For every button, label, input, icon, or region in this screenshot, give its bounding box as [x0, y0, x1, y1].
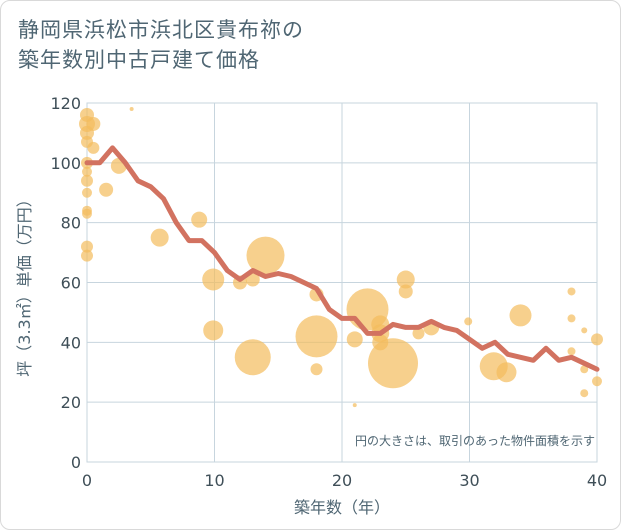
bubble-point	[86, 116, 101, 131]
bubble-point	[412, 327, 425, 340]
bubble-point	[87, 141, 100, 154]
x-tick-label: 30	[459, 471, 479, 490]
bubble-point	[592, 376, 602, 387]
bubble-point	[82, 166, 92, 177]
bubble-point	[81, 174, 93, 187]
y-tick-label: 80	[61, 214, 81, 233]
bubble-point	[129, 106, 134, 111]
bubble-point	[591, 333, 603, 346]
bubble-point	[191, 211, 208, 228]
bubble-point	[295, 315, 338, 358]
line-layer	[84, 145, 600, 372]
x-axis-label: 築年数（年）	[294, 498, 390, 517]
bubble-point	[567, 287, 576, 296]
y-tick-label: 120	[50, 94, 81, 113]
bubble-point	[464, 317, 473, 326]
bubble-point	[82, 187, 92, 198]
grid-lines	[86, 102, 598, 463]
bubble-point	[567, 314, 576, 323]
chart-title: 静岡県浜松市浜北区貴布祢の 築年数別中古戸建て価格	[18, 15, 304, 75]
bubble-point	[346, 331, 363, 348]
bubble-point	[496, 362, 517, 383]
x-tick-labels: 0 10 20 30 40	[82, 471, 607, 490]
x-tick-label: 0	[82, 471, 92, 490]
bubble-point	[567, 347, 576, 356]
bubble-layer	[79, 106, 603, 408]
bubble-point	[352, 403, 357, 408]
x-tick-label: 40	[587, 471, 607, 490]
average-price-line	[84, 145, 600, 372]
bubble-point	[581, 327, 588, 334]
y-tick-label: 40	[61, 333, 81, 352]
bubble-point	[246, 236, 285, 275]
bubble-point	[82, 208, 92, 219]
bubble-point	[99, 182, 114, 197]
y-tick-label: 60	[61, 274, 81, 293]
bubble-point	[150, 228, 169, 247]
bubble-point	[368, 338, 418, 389]
chart-title-line-1: 静岡県浜松市浜北区貴布祢の	[18, 18, 304, 42]
y-axis-label: 坪（3.3㎡）単価（万円）	[15, 191, 34, 376]
size-note: 円の大きさは、取引のあった物件面積を示す	[355, 433, 595, 448]
bubble-point	[580, 389, 589, 398]
bubble-point	[81, 240, 93, 253]
y-tick-labels: 0 20 40 60 80 100 120	[50, 94, 81, 472]
y-tick-label: 0	[71, 453, 81, 472]
bubble-point	[202, 268, 225, 291]
bubble-point	[396, 270, 415, 289]
x-tick-label: 20	[332, 471, 352, 490]
bubble-point	[509, 304, 532, 327]
bubble-point	[81, 249, 93, 262]
bubble-point	[234, 339, 271, 376]
y-tick-label: 100	[50, 154, 81, 173]
y-tick-label: 20	[61, 393, 81, 412]
bubble-point	[398, 284, 413, 299]
bubble-point	[203, 320, 224, 341]
bubble-point	[310, 363, 323, 376]
x-tick-label: 10	[204, 471, 224, 490]
bubble-point	[580, 365, 589, 374]
chart-title-line-2: 築年数別中古戸建て価格	[18, 48, 260, 72]
